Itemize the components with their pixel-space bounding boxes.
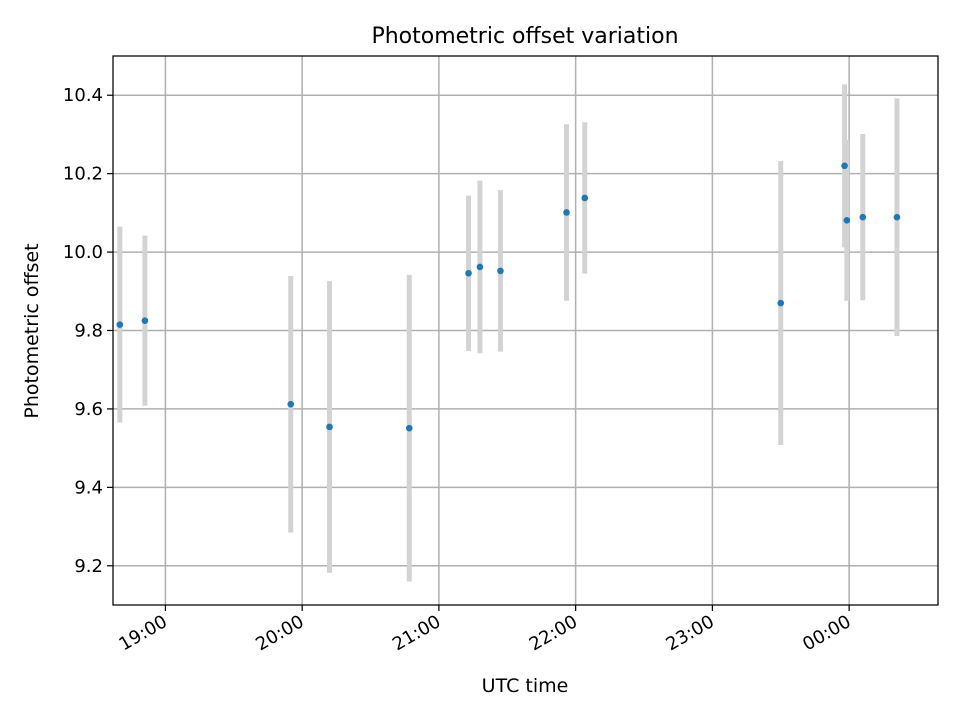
y-tick-label: 10.2: [63, 164, 103, 185]
data-point: [843, 217, 851, 224]
chart-title: Photometric offset variation: [371, 24, 678, 49]
data-point: [476, 263, 484, 271]
y-tick-label: 9.6: [74, 399, 103, 420]
data-points: [116, 162, 901, 432]
data-point: [777, 299, 785, 307]
data-point: [497, 267, 504, 275]
grid: [113, 56, 938, 605]
y-tick-label: 10.0: [63, 242, 103, 263]
y-tick-label: 9.8: [74, 321, 103, 342]
data-point: [141, 317, 149, 324]
data-point: [116, 321, 124, 328]
data-point: [581, 194, 589, 202]
data-point: [841, 162, 848, 170]
y-axis-ticks: 9.2 9.4 9.6 9.8 10.0 10.2 10.4: [63, 85, 113, 577]
y-tick-label: 9.2: [74, 556, 103, 577]
x-axis-label: UTC time: [482, 675, 569, 697]
data-point: [893, 213, 901, 221]
data-point: [326, 423, 333, 431]
data-point: [405, 424, 413, 432]
y-tick-label: 9.4: [74, 477, 103, 498]
y-tick-label: 10.4: [63, 85, 103, 106]
y-axis-label: Photometric offset: [21, 243, 43, 418]
data-point: [563, 209, 570, 216]
data-point: [859, 213, 867, 221]
data-point: [465, 269, 472, 277]
data-point: [287, 400, 295, 408]
